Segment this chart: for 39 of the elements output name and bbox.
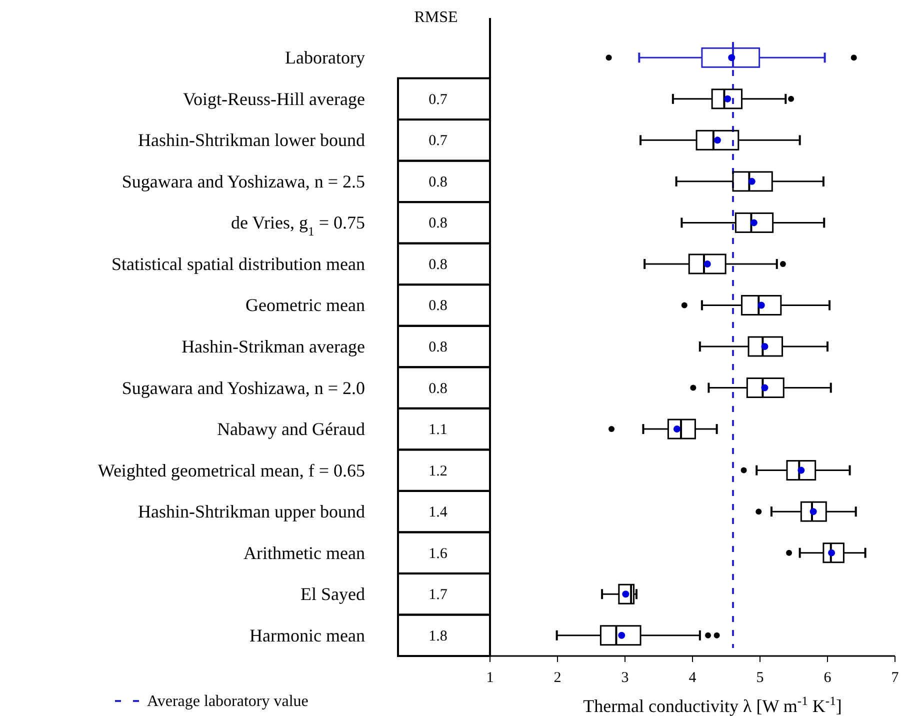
y-tick-label: de Vries, g$_{1}$ = 0.75 — [230, 212, 365, 239]
y-tick-label: El Sayed — [300, 584, 365, 604]
y-tick-label: Sugawara and Yoshizawa, n = 2.0 — [122, 378, 365, 398]
data-label: 0.8 — [428, 256, 448, 273]
y-tick-label: Nabawy and Géraud — [217, 419, 365, 440]
y-tick-label: Laboratory — [285, 48, 365, 68]
data-label: 1.4 — [428, 504, 448, 521]
data-label: 1.6 — [428, 546, 448, 562]
x-axis-title: Thermal conductivity λ [W m$^{-1}$ K$^{-1}$] — [583, 694, 842, 716]
y-tick-label: Sugawara and Yoshizawa, n = 2.5 — [122, 171, 365, 192]
data-label: 1.1 — [428, 422, 448, 438]
y-tick-label: Arithmetic mean — [244, 542, 365, 563]
data-label: 0.8 — [428, 216, 448, 232]
data-label: 1.7 — [428, 587, 448, 604]
x-tick-label: 2 — [554, 670, 562, 686]
y-tick-label: Hashin-Shtrikman upper bound — [138, 502, 365, 522]
y-tick-label: Harmonic mean — [250, 625, 365, 646]
y-tick-label: Hashin-Shtrikman lower bound — [138, 130, 365, 150]
text: RMSE — [414, 9, 458, 26]
data-label: 0.8 — [428, 340, 448, 356]
y-tick-label: Weighted geometrical mean, f = 0.65 — [98, 460, 365, 480]
y-tick-label: Geometric mean — [246, 295, 365, 316]
x-tick-label: 7 — [891, 670, 900, 686]
data-label: 0.8 — [428, 174, 448, 190]
data-label: 0.8 — [428, 380, 448, 397]
data-label: 1.2 — [428, 463, 448, 480]
x-tick-label: 5 — [756, 670, 764, 686]
y-tick-label: Voigt-Reuss-Hill average — [182, 88, 365, 109]
y-tick-label: Hashin-Strikman average — [182, 336, 366, 356]
x-tick-label: 3 — [621, 670, 629, 686]
data-label: 0.8 — [428, 298, 448, 314]
data-label: 1.8 — [428, 628, 448, 644]
data-label: 0.7 — [428, 133, 448, 150]
x-tick-label: 1 — [486, 670, 494, 686]
legend-label: Average laboratory value — [147, 693, 308, 710]
data-label: 0.7 — [428, 92, 448, 108]
x-tick-label: 6 — [824, 670, 832, 686]
x-tick-label: 4 — [688, 670, 697, 686]
y-tick-label: Statistical spatial distribution mean — [112, 254, 365, 274]
